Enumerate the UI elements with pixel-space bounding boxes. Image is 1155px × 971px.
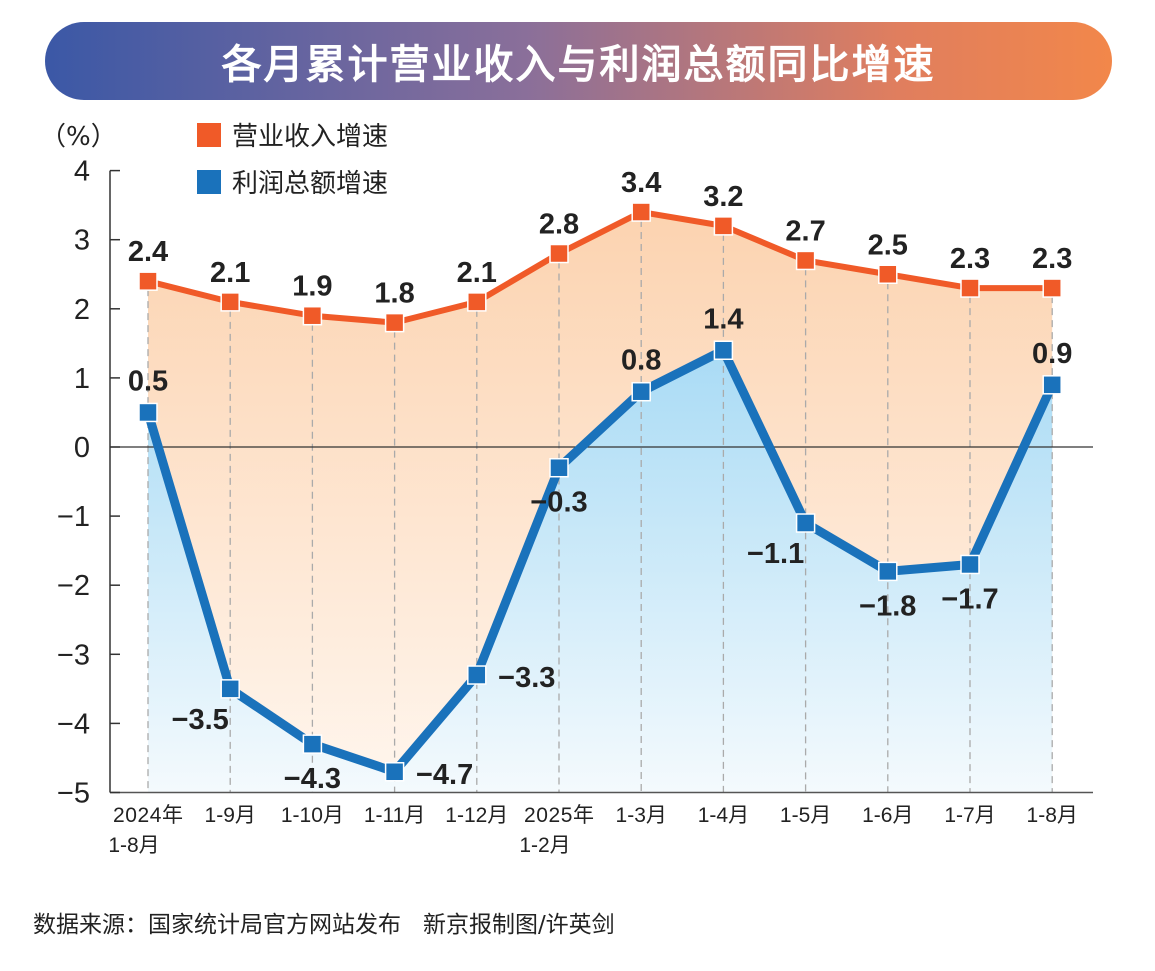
profit-data-label: −1.1 (747, 538, 804, 570)
profit-marker (960, 554, 980, 575)
profit-data-label: −3.5 (172, 704, 229, 736)
footer: 数据来源：国家统计局官方网站发布 新京报制图/许英剑 (33, 905, 615, 939)
revenue-data-label: 2.5 (868, 229, 908, 261)
x-tick-label: 1-8月 (108, 834, 159, 857)
profit-marker (220, 679, 240, 699)
x-tick-label: 1-5月 (780, 804, 831, 827)
profit-data-label: −1.7 (941, 583, 998, 615)
source-note: 数据来源：国家统计局官方网站发布 (33, 912, 401, 938)
profit-data-label: 0.5 (128, 365, 168, 397)
y-axis-unit: （%） (40, 122, 117, 152)
profit-data-label: 1.4 (703, 303, 743, 335)
profit-data-label: 0.9 (1032, 338, 1072, 370)
revenue-marker (713, 216, 734, 236)
y-tick-label: −2 (57, 570, 90, 602)
x-tick-label: 1-7月 (944, 804, 995, 827)
revenue-marker (878, 264, 898, 284)
profit-marker (549, 457, 569, 478)
profit-marker (795, 513, 816, 533)
revenue-data-label: 1.9 (292, 271, 332, 303)
profit-data-label: −0.3 (530, 487, 587, 519)
profit-marker (138, 402, 158, 423)
profit-data-label: −4.3 (284, 763, 341, 795)
y-tick-label: −4 (57, 708, 90, 740)
revenue-marker (302, 305, 323, 326)
x-tick-label: 1-12月 (445, 804, 508, 827)
credit-note: 新京报制图/许英剑 (422, 912, 615, 938)
profit-area (148, 350, 1053, 793)
y-tick-label: 0 (74, 432, 90, 464)
y-tick-label: 4 (74, 156, 90, 188)
profit-data-label: −3.3 (498, 662, 555, 694)
revenue-line (147, 209, 1053, 326)
legend-label: 利润总额增速 (232, 169, 388, 199)
x-tick-label: 1-4月 (698, 804, 749, 827)
revenue-marker (631, 202, 651, 222)
x-tick-label: 1-8月 (1027, 804, 1078, 827)
x-tick-label: 1-11月 (364, 804, 425, 827)
profit-marker (302, 734, 323, 754)
profit-data-label: −1.8 (859, 590, 916, 622)
revenue-marker (549, 243, 569, 264)
legend-swatch (197, 170, 221, 194)
x-tick-label: 1-6月 (862, 804, 913, 827)
revenue-data-label: 2.8 (539, 209, 579, 241)
profit-line (143, 345, 1057, 777)
x-tick-label: 1-9月 (205, 804, 256, 827)
y-tick-label: 2 (74, 294, 90, 326)
y-tick-label: −5 (57, 778, 90, 810)
line-chart: 4 3 2 1 0 −1 −2 −3 −4 −5 （%） 2024年 1-8月 1-9月 1-10月 1-11… (40, 122, 1093, 857)
revenue-marker (960, 278, 980, 298)
revenue-data-label: 2.1 (457, 257, 497, 289)
revenue-data-label: 2.7 (785, 215, 825, 247)
profit-data-label: 0.8 (621, 345, 661, 377)
profit-marker (631, 381, 651, 402)
legend-label: 营业收入增速 (232, 122, 388, 152)
x-tick-label: 1-2月 (519, 834, 570, 857)
revenue-data-label: 2.1 (210, 257, 250, 289)
revenue-marker (795, 250, 816, 271)
x-tick-label: 1-3月 (616, 804, 667, 827)
y-tick-label: −3 (57, 639, 90, 671)
revenue-marker (1042, 278, 1062, 298)
revenue-marker (138, 271, 158, 291)
chart-title-banner: 各月累计营业收入与利润总额同比增速 (45, 22, 1112, 100)
profit-data-label: −4.7 (416, 759, 473, 791)
y-tick-label: −1 (57, 501, 90, 533)
revenue-data-label: 3.4 (621, 167, 661, 199)
y-tick-label: 1 (74, 363, 90, 395)
profit-marker (1042, 375, 1062, 395)
revenue-data-label: 1.8 (374, 278, 414, 310)
chart-title: 各月累计营业收入与利润总额同比增速 (221, 41, 936, 88)
revenue-marker (384, 312, 405, 333)
revenue-data-label: 3.2 (703, 181, 743, 213)
revenue-data-label: 2.3 (1032, 243, 1072, 275)
x-tick-label: 2024年 (113, 804, 183, 827)
revenue-data-label: 2.4 (128, 236, 168, 268)
profit-marker (384, 762, 405, 782)
y-tick-label: 3 (74, 225, 90, 257)
legend-swatch (197, 123, 221, 147)
revenue-data-label: 2.3 (950, 243, 990, 275)
profit-marker (467, 665, 487, 685)
revenue-marker (220, 292, 240, 312)
revenue-marker (467, 292, 487, 312)
profit-marker (713, 340, 734, 361)
x-tick-label: 1-10月 (281, 804, 344, 827)
x-tick-label: 2025年 (524, 804, 594, 827)
profit-marker (878, 561, 898, 582)
